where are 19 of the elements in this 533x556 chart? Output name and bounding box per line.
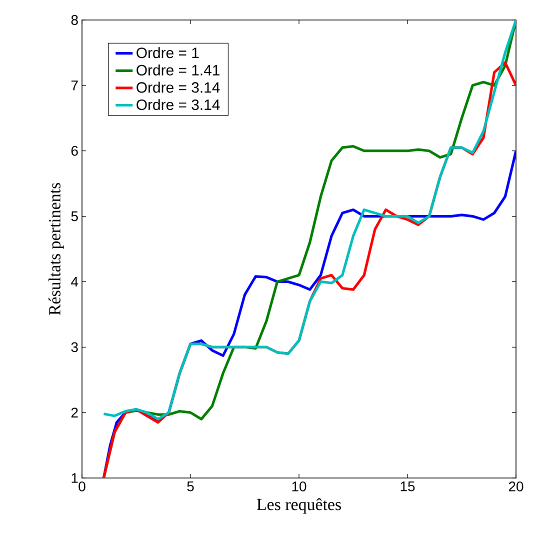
x-tick-label: 20 [508,482,524,492]
y-tick-label: 5 [71,211,78,222]
x-tick-label: 10 [292,482,306,492]
x-tick-label: 15 [400,482,415,492]
y-tick-label: 3 [71,342,78,352]
x-axis-title: Les requêtes [256,498,341,514]
y-tick-label: 2 [71,408,78,418]
legend-label: Ordre = 3.14 [136,99,220,110]
y-tick-label: 4 [71,276,78,287]
legend-label: Ordre = 1.41 [136,64,220,76]
legend-label: Ordre = 1 [136,47,199,58]
y-tick-label: 6 [71,146,78,156]
x-tick-label: 0 [78,482,86,492]
y-tick-label: 1 [72,473,78,483]
x-tick-label: 5 [187,482,194,492]
y-tick-label: 7 [71,80,78,90]
y-axis-title: Résultats pertinents [48,183,64,316]
y-tick-label: 8 [71,15,78,25]
legend-label: Ordre = 3.14 [136,82,220,93]
